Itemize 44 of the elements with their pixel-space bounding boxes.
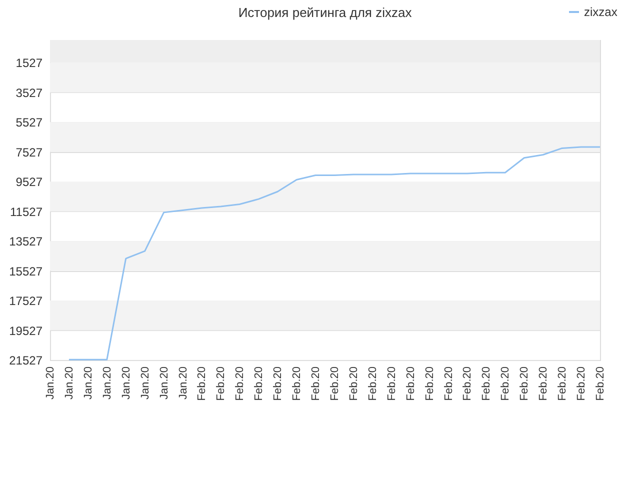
x-tick-label: Feb.20 (556, 366, 569, 401)
x-tick-label: Feb.20 (404, 366, 417, 401)
x-tick-label: Feb.20 (462, 366, 474, 401)
x-tick-label: Feb.20 (310, 366, 322, 401)
x-tick-label: Feb.20 (196, 366, 208, 401)
x-tick-label: Feb.20 (442, 366, 455, 401)
x-tick-label: Jan.20 (177, 366, 190, 400)
x-tick-label: Feb.20 (234, 366, 246, 401)
x-tick-label: Feb.20 (480, 366, 493, 401)
y-tick-label: 1527 (16, 56, 43, 70)
x-tick-label: Jan.20 (44, 366, 56, 400)
line-series (68, 146, 601, 360)
x-tick-label: Feb.20 (328, 366, 341, 401)
legend-label: zixzax (584, 5, 618, 19)
x-tick-label: Feb.20 (500, 366, 512, 401)
x-tick-label: Jan.20 (63, 366, 76, 400)
x-tick-label: Feb.20 (366, 366, 379, 401)
x-tick-label: Jan.20 (120, 366, 132, 400)
x-tick-label: Feb.20 (272, 366, 284, 401)
x-tick-label: Jan.20 (82, 366, 94, 400)
x-tick-label: Feb.20 (348, 366, 360, 401)
y-tick-label: 21527 (9, 354, 43, 368)
y-tick-label: 3527 (16, 86, 43, 100)
x-tick-label: Jan.20 (101, 366, 114, 400)
x-tick-label: Jan.20 (158, 366, 170, 400)
x-tick-label: Feb.20 (291, 366, 304, 401)
x-tick-label: Feb.20 (215, 366, 228, 401)
x-tick-label: Feb.20 (576, 366, 588, 401)
y-tick-label: 11527 (10, 204, 43, 219)
y-tick-label: 19527 (9, 324, 43, 338)
y-tick-label: 17527 (9, 294, 43, 308)
chart-title: История рейтинга для zixzax (238, 5, 412, 20)
x-tick-label: Feb.20 (594, 366, 606, 401)
x-tick-label: Feb.20 (386, 366, 398, 401)
x-tick-label: Jan.20 (139, 366, 152, 400)
y-tick-label: 13527 (9, 234, 43, 249)
x-tick-label: Feb.20 (538, 366, 550, 401)
y-tick-label: 15527 (9, 264, 43, 278)
y-tick-label: 5527 (16, 116, 43, 130)
x-tick-label: Feb.20 (518, 366, 531, 401)
y-tick-label: 9527 (16, 175, 43, 190)
x-tick-label: Feb.20 (253, 366, 266, 401)
y-tick-label: 7527 (16, 145, 43, 160)
x-tick-label: Feb.20 (424, 366, 436, 401)
